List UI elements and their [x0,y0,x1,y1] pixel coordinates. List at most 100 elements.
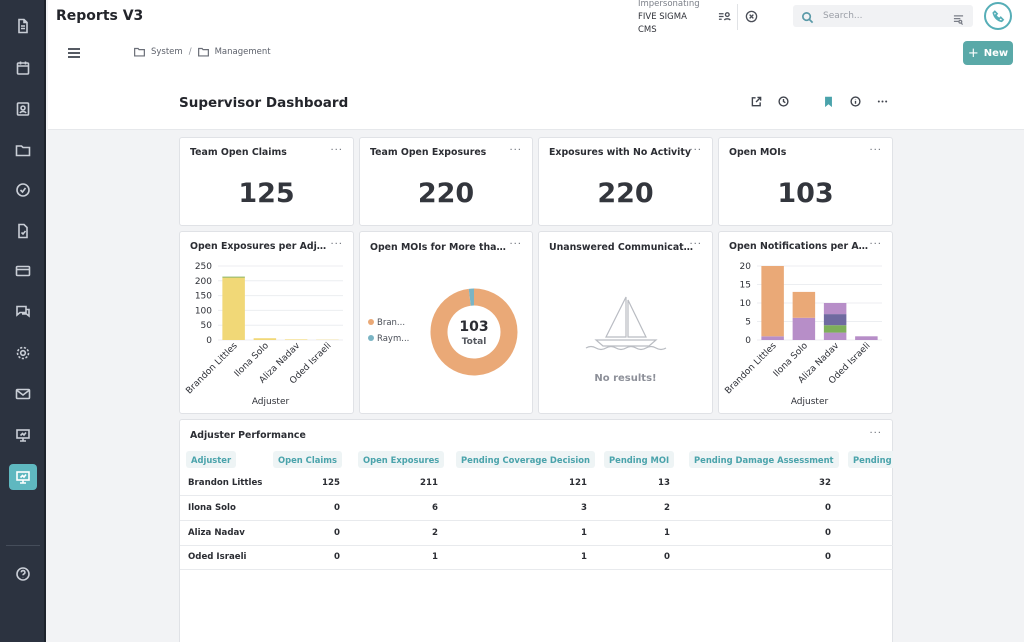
history-icon[interactable] [776,94,790,108]
cell-open-claims: 0 [334,503,340,513]
legend-swatch [368,335,374,341]
x-axis-label: Adjuster [252,397,290,407]
more-icon[interactable]: ··· [330,145,343,156]
cell-open-exposures: 6 [432,503,438,513]
reports-icon[interactable] [9,464,37,490]
presentation-icon[interactable] [9,422,37,448]
plus-icon: + [967,45,979,61]
column-header-open-claims[interactable]: Open Claims [273,451,342,468]
table-row[interactable]: Oded Israeli 0 1 1 0 0 [180,546,893,570]
top-bar: Reports V3 Impersonating FIVE SIGMA CMS … [48,0,1024,35]
document-icon[interactable] [9,13,37,39]
search-icon [801,9,815,24]
kpi-card-team-open-exposures[interactable]: Team Open Exposures ··· 220 [359,137,533,226]
kpi-card-open-mois[interactable]: Open MOIs ··· 103 [718,137,893,226]
more-icon[interactable]: ··· [869,145,882,156]
bar [792,291,816,318]
empty-state-text: No results! [594,373,657,384]
cell-pending-moi: 0 [664,552,670,562]
y-tick-label: 0 [745,336,751,346]
file-icon[interactable] [9,218,37,244]
mail-icon[interactable] [9,381,37,407]
sailboat-icon [585,296,667,351]
more-icon[interactable]: ··· [509,145,522,156]
cell-open-claims: 0 [334,528,340,538]
y-tick-label: 100 [195,306,212,316]
more-icon[interactable]: ··· [330,239,343,250]
chart-card-mois-over-7-days[interactable]: Open MOIs for More than 7 Days ··· 103 To… [359,231,533,414]
cell-pending-damage: 0 [825,503,831,513]
kpi-value: 220 [417,178,475,209]
calendar-icon[interactable] [9,55,37,81]
new-button-label: New [983,47,1009,59]
column-header-pending-damage[interactable]: Pending Damage Assessment [689,451,839,468]
search-box[interactable]: Search... [793,5,973,27]
open-external-icon[interactable] [749,94,763,108]
credit-card-icon[interactable] [9,258,37,284]
table-row[interactable]: Brandon Littles 125 211 121 13 32 [180,472,893,496]
filter-icon[interactable] [953,10,965,25]
y-tick-label: 250 [195,262,212,272]
menu-toggle-icon[interactable] [68,48,80,58]
check-circle-icon[interactable] [9,177,37,203]
bar [823,332,847,340]
breadcrumb-item-system[interactable]: System [151,47,183,57]
bar [761,336,784,340]
phone-button[interactable] [984,2,1012,30]
folder-icon [197,47,209,57]
bookmark-icon[interactable] [821,94,835,108]
more-icon[interactable] [875,94,889,108]
folder-icon[interactable] [9,137,37,163]
card-unanswered-communications[interactable]: Unanswered Communications ··· No results… [538,231,713,414]
kpi-card-team-open-claims[interactable]: Team Open Claims ··· 125 [179,137,354,226]
search-input[interactable]: Search... [823,11,863,21]
adjuster-name: Ilona Solo [188,503,236,513]
cell-pending-damage: 0 [825,552,831,562]
kpi-card-exposures-no-activity[interactable]: Exposures with No Activity ··· 220 [538,137,713,226]
adjuster-name: Oded Israeli [188,552,247,562]
column-header-pending-more[interactable]: Pending I [848,451,893,468]
more-icon[interactable]: ··· [869,239,882,250]
info-icon[interactable] [848,94,862,108]
column-header-adjuster[interactable]: Adjuster [186,451,237,468]
column-header-pending-moi[interactable]: Pending MOI [604,451,675,468]
cell-pending-coverage: 121 [569,478,587,488]
cell-open-claims: 125 [322,478,340,488]
contact-card-icon[interactable] [9,96,37,122]
bar [792,317,816,340]
cell-pending-coverage: 3 [581,503,587,513]
kpi-value: 103 [777,178,834,209]
breadcrumb-item-management[interactable]: Management [214,47,271,57]
card-title: Unanswered Communications [549,242,694,253]
adjuster-name: Brandon Littles [188,478,263,488]
settings-icon[interactable] [9,340,37,366]
table-row[interactable]: Ilona Solo 0 6 3 2 0 [180,497,893,521]
mois-donut-chart: 103 Total Bran... Raym... [368,288,518,376]
chart-card-notifications-per-adjuster[interactable]: Open Notifications per Adjuster ··· 0 5 10… [718,231,893,414]
close-circle-icon[interactable] [743,8,759,24]
bar [855,336,878,340]
kpi-value: 220 [597,178,654,209]
more-icon[interactable]: ··· [509,239,522,250]
column-header-pending-coverage[interactable]: Pending Coverage Decision [456,451,595,468]
chart-card-exposures-per-adjuster[interactable]: Open Exposures per Adjuster ··· 0 50 100 15… [179,231,354,414]
more-icon[interactable]: ··· [689,145,702,156]
switch-user-icon[interactable] [716,8,732,24]
help-icon[interactable] [9,561,37,587]
new-button[interactable]: + New [963,41,1013,65]
cell-open-claims: 0 [334,552,340,562]
table-row[interactable]: Aliza Nadav 0 2 1 1 0 [180,522,893,546]
more-icon[interactable]: ··· [689,239,702,250]
left-nav-rail [0,0,46,642]
more-icon[interactable]: ··· [869,428,882,439]
bar [823,303,847,315]
page-header: System / Management + New Supervisor Das… [48,34,1024,130]
legend-label: Raym... [377,334,409,344]
card-title: Open Notifications per Adjuster [729,241,869,252]
adjuster-name: Aliza Nadav [188,528,245,538]
y-tick-label: 0 [206,336,212,346]
column-header-open-exposures[interactable]: Open Exposures [358,451,445,468]
chat-icon[interactable] [9,299,37,325]
cell-pending-coverage: 1 [581,528,587,538]
